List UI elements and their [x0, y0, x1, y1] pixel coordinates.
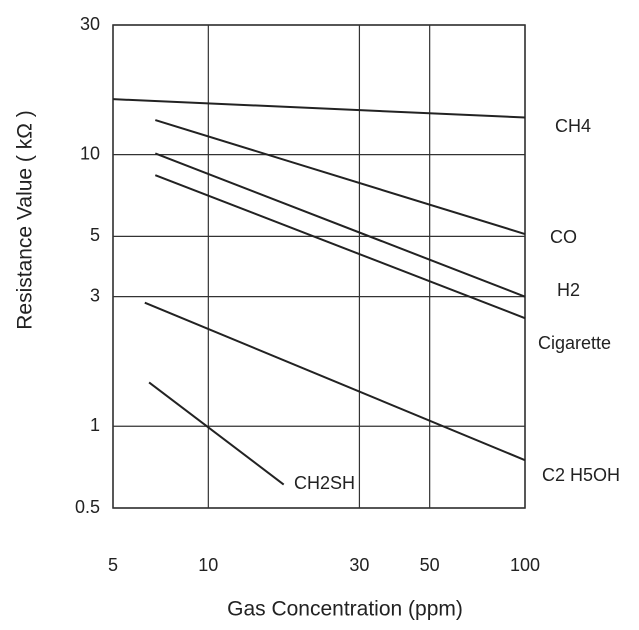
series-line — [149, 382, 284, 484]
y-tick-label: 30 — [80, 14, 100, 34]
y-tick-label: 10 — [80, 143, 100, 163]
series-line — [113, 99, 525, 117]
series-line — [155, 153, 525, 296]
series-label: Cigarette — [538, 333, 611, 353]
chart: Gas Concentration (ppm) Resistance Value… — [0, 0, 639, 630]
y-tick-label: 5 — [90, 225, 100, 245]
y-tick-label: 0.5 — [75, 497, 100, 517]
x-tick-label: 30 — [349, 555, 369, 575]
x-tick-label: 50 — [420, 555, 440, 575]
y-tick-label: 3 — [90, 285, 100, 305]
x-axis-label: Gas Concentration (ppm) — [227, 598, 463, 621]
series-label: CO — [550, 227, 577, 247]
series-line — [145, 303, 525, 460]
x-tick-label: 5 — [108, 555, 118, 575]
series-label: CH4 — [555, 116, 591, 136]
x-tick-label: 100 — [510, 555, 540, 575]
y-tick-label: 1 — [90, 415, 100, 435]
series-line — [155, 120, 525, 234]
series-label: C2 H5OH — [542, 465, 620, 485]
x-tick-label: 10 — [198, 555, 218, 575]
series-label: H2 — [557, 280, 580, 300]
y-axis-label: Resistance Value ( kΩ ) — [14, 110, 37, 330]
series-label: CH2SH — [294, 473, 355, 493]
